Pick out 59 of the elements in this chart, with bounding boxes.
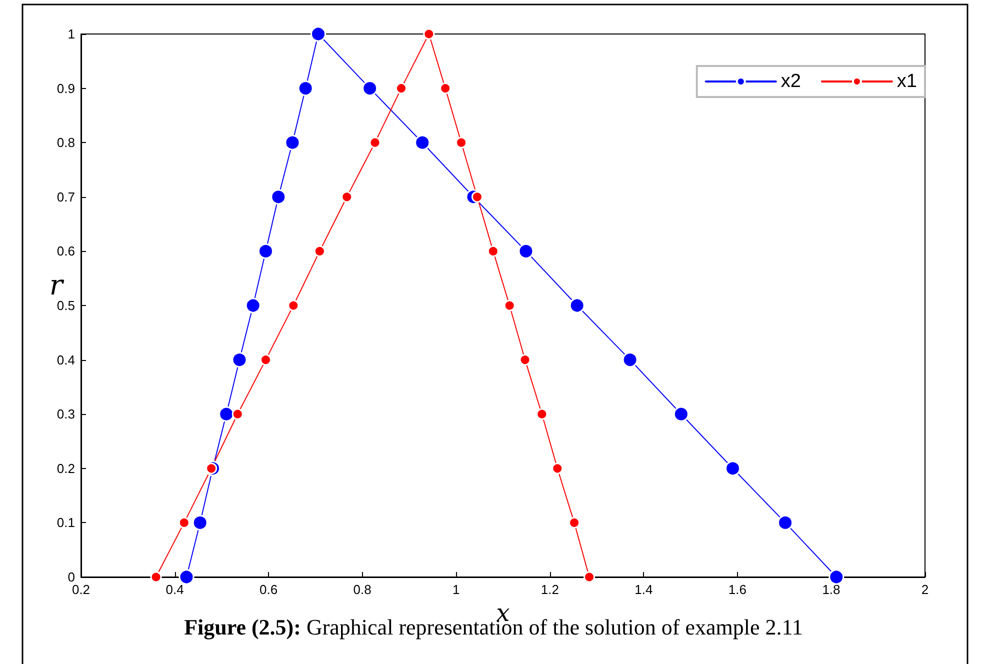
- point: [396, 82, 407, 94]
- point: [414, 134, 430, 150]
- point: [725, 460, 741, 476]
- x-tick-label: 2: [921, 582, 929, 597]
- point: [518, 243, 534, 259]
- point: [778, 514, 794, 530]
- x-tick-label: 0.4: [166, 582, 184, 597]
- x-tick-label: 1.4: [634, 582, 653, 597]
- y-tick-label: 1: [68, 26, 75, 42]
- point: [284, 134, 300, 150]
- point: [218, 406, 234, 422]
- point: [192, 514, 208, 530]
- y-tick-label: 0.6: [56, 244, 75, 259]
- point: [487, 245, 499, 257]
- point: [440, 82, 452, 94]
- x-tick-label: 0.8: [353, 582, 372, 597]
- point: [471, 191, 483, 203]
- x-tick-label: 1.8: [822, 582, 840, 597]
- y-tick-label: 0.9: [56, 80, 75, 96]
- point: [423, 28, 435, 40]
- point: [828, 569, 844, 585]
- point: [270, 189, 286, 205]
- point: [341, 191, 353, 203]
- point: [310, 26, 326, 42]
- legend-label: x1: [896, 71, 918, 92]
- x-tick-label: 0.6: [260, 582, 278, 597]
- point: [369, 136, 381, 148]
- point: [622, 352, 638, 368]
- point: [258, 243, 274, 259]
- point: [314, 245, 326, 257]
- point: [150, 571, 162, 583]
- y-tick-label: 0.2: [56, 460, 75, 476]
- x-tick-label: 1.2: [540, 582, 559, 597]
- y-tick-label: 0.7: [56, 189, 75, 204]
- point: [260, 354, 272, 366]
- point: [673, 406, 689, 422]
- y-tick-label: 0.4: [56, 352, 75, 368]
- point: [298, 80, 314, 96]
- point: [569, 298, 585, 314]
- point: [178, 516, 190, 528]
- y-tick-label: 0.1: [56, 515, 75, 530]
- point: [519, 354, 531, 366]
- point: [288, 300, 300, 312]
- point: [504, 300, 516, 312]
- legend-label: x2: [780, 71, 801, 92]
- point: [206, 462, 218, 474]
- point: [362, 80, 378, 96]
- point: [552, 462, 564, 474]
- y-tick-label: 0.3: [56, 406, 75, 422]
- y-tick-label: 0.8: [56, 135, 75, 150]
- point: [232, 408, 244, 420]
- y-tick-label: 0: [68, 570, 75, 584]
- point: [245, 298, 261, 314]
- point: [232, 352, 248, 368]
- point: [178, 569, 194, 585]
- point: [536, 408, 548, 420]
- point: [584, 571, 596, 583]
- x-tick-label: 1.6: [728, 582, 746, 597]
- x-tick-label: 1: [452, 582, 460, 597]
